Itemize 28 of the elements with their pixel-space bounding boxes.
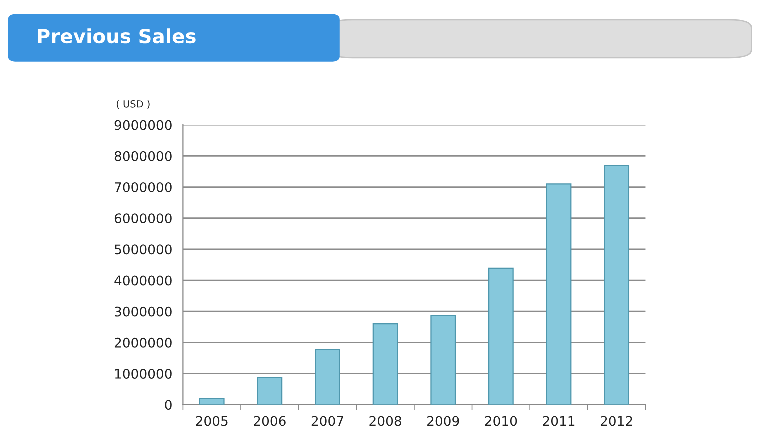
y-tick-label: 2000000 bbox=[114, 338, 172, 348]
y-tick-label: 3000000 bbox=[115, 306, 172, 317]
x-tick-label: 2011 bbox=[543, 416, 575, 426]
y-tick-label: 8000000 bbox=[114, 151, 172, 162]
x-tick-label: 2006 bbox=[254, 416, 286, 426]
x-tick-label: 2010 bbox=[485, 416, 518, 426]
y-axis-title: ( USD ) bbox=[116, 100, 150, 109]
bar bbox=[430, 315, 456, 405]
x-tick-label: 2008 bbox=[370, 416, 402, 426]
y-tick-label: 9000000 bbox=[114, 120, 172, 130]
bar bbox=[546, 184, 572, 405]
bar bbox=[372, 323, 398, 405]
y-tick-label: 4000000 bbox=[114, 276, 172, 286]
y-tick-label: 1000000 bbox=[115, 369, 172, 379]
y-tick-label: 6000000 bbox=[114, 214, 172, 224]
bar bbox=[604, 164, 630, 405]
x-tick-label: 2005 bbox=[196, 416, 228, 426]
bar bbox=[488, 268, 514, 405]
bar bbox=[315, 348, 340, 405]
bar bbox=[257, 376, 283, 405]
chart-title: Previous Sales bbox=[38, 28, 196, 44]
x-tick-label: 2012 bbox=[600, 416, 632, 426]
bar bbox=[199, 398, 225, 405]
x-tick-label: 2007 bbox=[312, 416, 344, 426]
x-tick-label: 2009 bbox=[428, 416, 460, 426]
y-tick-label: 7000000 bbox=[115, 182, 172, 192]
y-tick-label: 5000000 bbox=[115, 244, 172, 255]
y-tick-label: 0 bbox=[165, 400, 172, 410]
